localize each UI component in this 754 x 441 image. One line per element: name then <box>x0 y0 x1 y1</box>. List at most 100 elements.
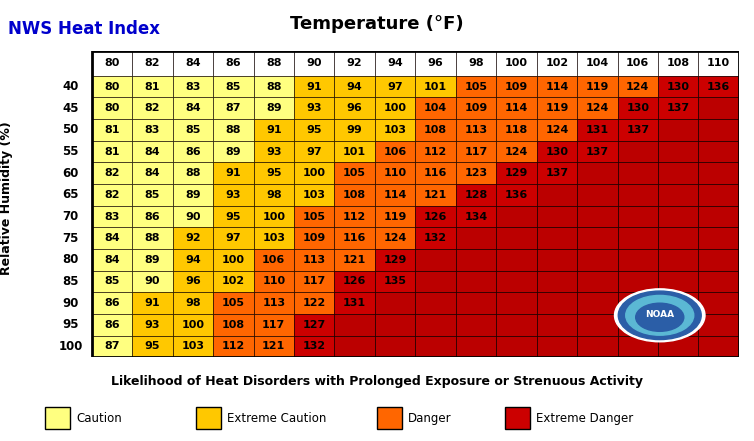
Bar <box>253 51 294 76</box>
Bar <box>618 249 658 271</box>
Text: 109: 109 <box>505 82 528 92</box>
Bar <box>335 271 375 292</box>
Text: 89: 89 <box>266 103 281 113</box>
Text: 137: 137 <box>545 168 569 178</box>
Text: 131: 131 <box>343 298 366 308</box>
Bar <box>213 141 253 162</box>
Text: 99: 99 <box>347 125 363 135</box>
Bar <box>658 292 698 314</box>
Text: 124: 124 <box>586 103 609 113</box>
Text: 106: 106 <box>384 146 406 157</box>
Text: 132: 132 <box>424 233 447 243</box>
Bar <box>537 228 577 249</box>
Text: 95: 95 <box>225 212 241 221</box>
Bar <box>92 162 132 184</box>
Text: 128: 128 <box>464 190 488 200</box>
Bar <box>496 141 537 162</box>
Bar <box>173 141 213 162</box>
Bar <box>294 314 335 336</box>
Bar <box>335 292 375 314</box>
Text: 84: 84 <box>104 255 120 265</box>
Text: 91: 91 <box>225 168 241 178</box>
Bar <box>173 76 213 97</box>
Bar <box>253 141 294 162</box>
Text: 80: 80 <box>104 103 120 113</box>
Bar <box>496 314 537 336</box>
Text: 84: 84 <box>185 103 201 113</box>
Bar <box>658 336 698 357</box>
Bar <box>415 206 456 228</box>
Text: 102: 102 <box>545 58 569 68</box>
Text: 106: 106 <box>626 58 649 68</box>
Bar <box>698 314 739 336</box>
Text: 105: 105 <box>464 82 488 92</box>
Bar <box>294 162 335 184</box>
Bar <box>496 97 537 119</box>
Text: NOAA: NOAA <box>645 310 674 318</box>
Bar <box>658 141 698 162</box>
Bar <box>577 314 618 336</box>
Bar <box>698 162 739 184</box>
Bar <box>658 249 698 271</box>
Text: 103: 103 <box>182 341 204 351</box>
Text: 110: 110 <box>384 168 406 178</box>
Bar <box>537 184 577 206</box>
Text: 105: 105 <box>303 212 326 221</box>
Bar <box>92 228 132 249</box>
Bar <box>698 206 739 228</box>
Bar <box>658 119 698 141</box>
Text: 100: 100 <box>222 255 245 265</box>
Bar <box>618 97 658 119</box>
Bar <box>92 97 132 119</box>
Bar <box>537 336 577 357</box>
Bar <box>335 51 375 76</box>
Text: 98: 98 <box>266 190 281 200</box>
Text: 95: 95 <box>266 168 281 178</box>
Bar <box>618 228 658 249</box>
Text: 86: 86 <box>145 212 161 221</box>
Bar <box>577 51 618 76</box>
Bar <box>92 119 132 141</box>
Bar <box>173 184 213 206</box>
Bar <box>496 228 537 249</box>
Text: 86: 86 <box>225 58 241 68</box>
Text: 89: 89 <box>225 146 241 157</box>
Bar <box>415 228 456 249</box>
Text: 104: 104 <box>586 58 609 68</box>
Text: 114: 114 <box>545 82 569 92</box>
Bar <box>253 228 294 249</box>
Bar <box>577 271 618 292</box>
Text: 136: 136 <box>707 82 731 92</box>
Bar <box>92 141 132 162</box>
Bar <box>335 249 375 271</box>
Bar <box>335 206 375 228</box>
Text: NWS Heat Index: NWS Heat Index <box>8 20 160 38</box>
Bar <box>253 292 294 314</box>
Bar <box>253 162 294 184</box>
Text: 100: 100 <box>384 103 406 113</box>
Text: 84: 84 <box>145 168 161 178</box>
Text: 121: 121 <box>343 255 366 265</box>
Bar <box>658 51 698 76</box>
Bar <box>92 292 132 314</box>
Text: 95: 95 <box>62 318 78 331</box>
Bar <box>375 51 415 76</box>
Text: 81: 81 <box>104 125 120 135</box>
Text: 122: 122 <box>302 298 326 308</box>
Bar <box>173 249 213 271</box>
Text: 132: 132 <box>302 341 326 351</box>
Text: 116: 116 <box>343 233 366 243</box>
Bar <box>415 162 456 184</box>
Bar <box>132 249 173 271</box>
Text: 112: 112 <box>222 341 245 351</box>
Text: 88: 88 <box>145 233 160 243</box>
Bar <box>537 141 577 162</box>
Bar <box>335 76 375 97</box>
Bar <box>92 336 132 357</box>
Bar <box>698 228 739 249</box>
Bar <box>132 162 173 184</box>
Text: 87: 87 <box>225 103 241 113</box>
Bar <box>294 76 335 97</box>
Text: 113: 113 <box>464 125 488 135</box>
Bar <box>537 271 577 292</box>
